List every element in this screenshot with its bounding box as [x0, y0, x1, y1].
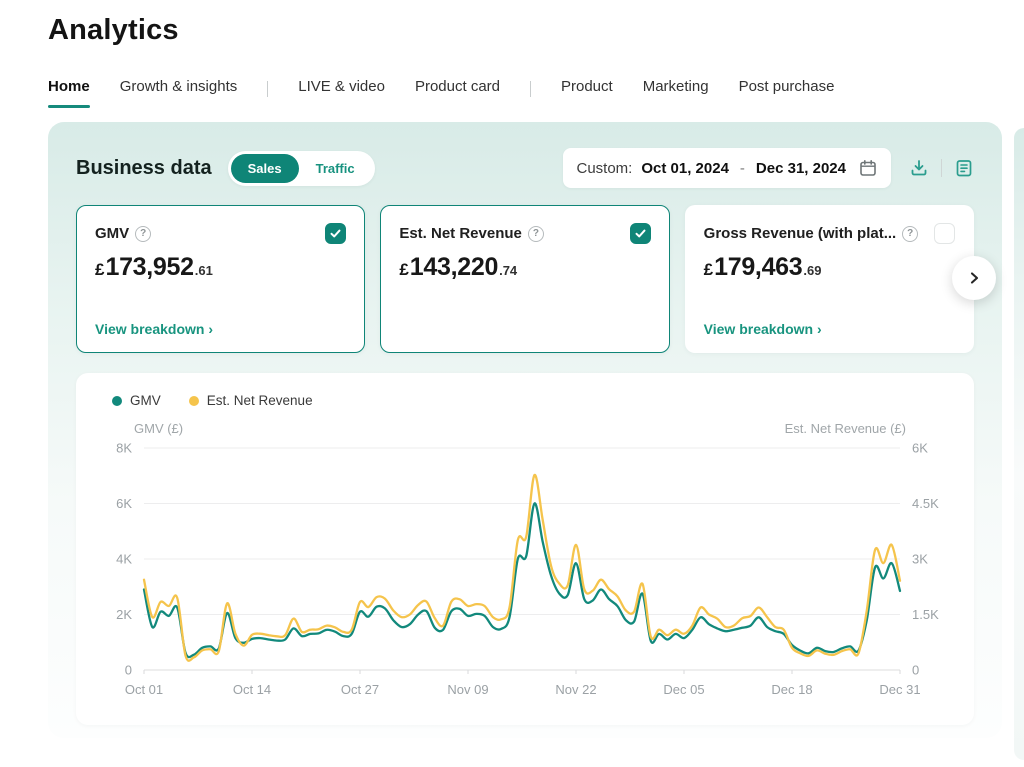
- clipboard-report-icon[interactable]: [954, 158, 974, 178]
- header-icon-group: [909, 158, 974, 178]
- gmv-legend-dot-icon: [112, 396, 122, 406]
- metric-title: GMV: [95, 225, 129, 242]
- svg-text:Dec 31: Dec 31: [879, 682, 920, 696]
- svg-text:4.5K: 4.5K: [912, 496, 939, 511]
- sales-traffic-toggle: Sales Traffic: [228, 151, 375, 186]
- svg-text:Dec 18: Dec 18: [771, 682, 812, 696]
- axis-titles: GMV (£) Est. Net Revenue (£): [100, 421, 950, 436]
- svg-text:2K: 2K: [116, 607, 132, 622]
- business-chart-card: GMV Est. Net Revenue GMV (£) Est. Net Re…: [76, 373, 974, 725]
- analytics-page: Analytics Home Growth & insights LIVE & …: [0, 0, 1024, 767]
- svg-text:0: 0: [125, 663, 132, 678]
- svg-text:Dec 05: Dec 05: [663, 682, 704, 696]
- next-panel-edge: [1014, 128, 1024, 760]
- metric-checkbox[interactable]: [630, 223, 651, 244]
- svg-text:Oct 01: Oct 01: [125, 682, 163, 696]
- toggle-traffic[interactable]: Traffic: [299, 154, 372, 183]
- value-integer: 179,463: [714, 253, 802, 282]
- tab-product-card[interactable]: Product card: [415, 78, 500, 99]
- legend-item-gmv[interactable]: GMV: [112, 393, 161, 408]
- date-range-picker[interactable]: Custom: Oct 01, 2024 - Dec 31, 2024: [563, 148, 892, 188]
- carousel-next-button[interactable]: [952, 256, 996, 300]
- value-integer: 173,952: [105, 253, 193, 282]
- svg-text:Oct 27: Oct 27: [341, 682, 379, 696]
- business-data-panel: Business data Sales Traffic Custom: Oct …: [48, 122, 1002, 738]
- metric-value: £143,220.74: [399, 253, 650, 282]
- tab-home[interactable]: Home: [48, 78, 90, 99]
- svg-text:Nov 22: Nov 22: [555, 682, 596, 696]
- question-circle-icon[interactable]: ?: [528, 226, 544, 242]
- date-range-end: Dec 31, 2024: [756, 160, 846, 177]
- card-header: Est. Net Revenue ?: [399, 223, 650, 244]
- card-header: GMV ?: [95, 223, 346, 244]
- download-icon[interactable]: [909, 158, 929, 178]
- currency-symbol: £: [399, 260, 408, 280]
- metric-checkbox[interactable]: [934, 223, 955, 244]
- metric-card-est-net-revenue[interactable]: Est. Net Revenue ? £143,220.74: [380, 205, 669, 353]
- calendar-icon: [859, 159, 877, 177]
- legend-item-est-net-revenue[interactable]: Est. Net Revenue: [189, 393, 313, 408]
- svg-text:4K: 4K: [116, 552, 132, 567]
- header-right: Custom: Oct 01, 2024 - Dec 31, 2024: [563, 148, 975, 188]
- panel-heading: Business data: [76, 157, 212, 180]
- left-axis-title: GMV (£): [134, 421, 183, 436]
- chevron-right-icon: [966, 270, 982, 286]
- tab-bar: Home Growth & insights LIVE & video Prod…: [48, 78, 834, 99]
- date-range-prefix: Custom:: [577, 160, 633, 177]
- value-decimal: .61: [195, 263, 213, 278]
- toggle-sales[interactable]: Sales: [231, 154, 299, 183]
- metric-title: Est. Net Revenue: [399, 225, 522, 242]
- tab-marketing[interactable]: Marketing: [643, 78, 709, 99]
- tab-post-purchase[interactable]: Post purchase: [739, 78, 835, 99]
- svg-text:6K: 6K: [116, 496, 132, 511]
- view-breakdown-link[interactable]: View breakdown ›: [704, 321, 955, 337]
- metric-card-gmv[interactable]: GMV ? £173,952.61 View breakdown ›: [76, 205, 365, 353]
- metric-checkbox[interactable]: [325, 223, 346, 244]
- metric-value: £173,952.61: [95, 253, 346, 282]
- legend-label: Est. Net Revenue: [207, 393, 313, 408]
- date-range-separator: -: [738, 160, 747, 177]
- chart-legend: GMV Est. Net Revenue: [112, 393, 950, 408]
- tab-product[interactable]: Product: [561, 78, 613, 99]
- svg-text:6K: 6K: [912, 441, 928, 456]
- svg-text:Nov 09: Nov 09: [447, 682, 488, 696]
- view-breakdown-link[interactable]: View breakdown ›: [95, 321, 346, 337]
- svg-text:8K: 8K: [116, 441, 132, 456]
- question-circle-icon[interactable]: ?: [902, 226, 918, 242]
- tab-live-video[interactable]: LIVE & video: [298, 78, 385, 99]
- tab-divider: [530, 81, 531, 97]
- panel-header: Business data Sales Traffic Custom: Oct …: [48, 122, 1002, 188]
- svg-text:Oct 14: Oct 14: [233, 682, 271, 696]
- svg-text:0: 0: [912, 663, 919, 678]
- tab-growth-insights[interactable]: Growth & insights: [120, 78, 238, 99]
- business-chart-svg[interactable]: 8K 6K 6K 4.5K 4K 3K 2K 1.5K 0 0 Oct 01 Oct 14 Oct 27…: [100, 438, 951, 696]
- svg-text:1.5K: 1.5K: [912, 607, 939, 622]
- svg-text:3K: 3K: [912, 552, 928, 567]
- card-header: Gross Revenue (with plat... ?: [704, 223, 955, 244]
- legend-label: GMV: [130, 393, 161, 408]
- value-decimal: .74: [499, 263, 517, 278]
- metric-card-gross-revenue[interactable]: Gross Revenue (with plat... ? £179,463.6…: [685, 205, 974, 353]
- currency-symbol: £: [95, 260, 104, 280]
- header-icon-divider: [941, 159, 942, 177]
- question-circle-icon[interactable]: ?: [135, 226, 151, 242]
- currency-symbol: £: [704, 260, 713, 280]
- value-integer: 143,220: [410, 253, 498, 282]
- est-net-revenue-legend-dot-icon: [189, 396, 199, 406]
- metric-value: £179,463.69: [704, 253, 955, 282]
- value-decimal: .69: [803, 263, 821, 278]
- date-range-start: Oct 01, 2024: [641, 160, 729, 177]
- metric-title: Gross Revenue (with plat...: [704, 225, 897, 242]
- right-axis-title: Est. Net Revenue (£): [785, 421, 906, 436]
- tab-divider: [267, 81, 268, 97]
- page-title: Analytics: [48, 14, 179, 47]
- metric-cards-row: GMV ? £173,952.61 View breakdown › Est. …: [76, 205, 974, 353]
